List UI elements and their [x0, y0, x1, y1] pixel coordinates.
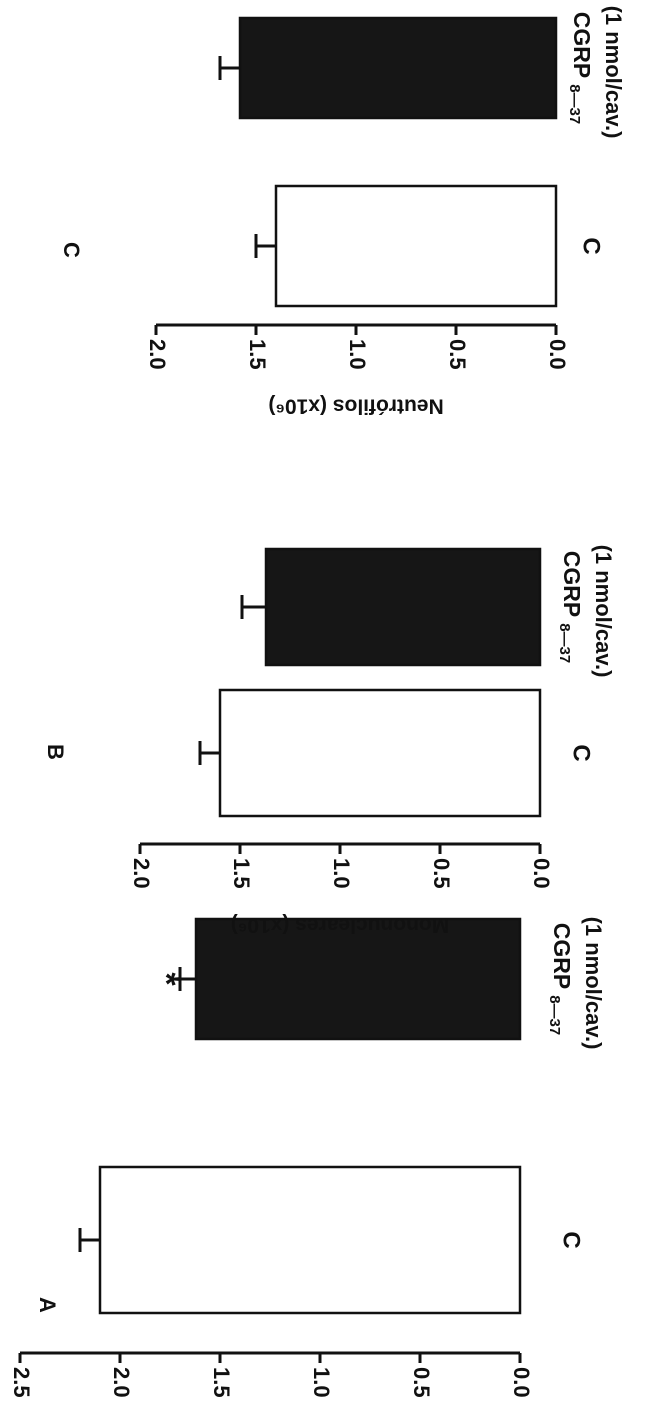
- tick-label: 1.0: [345, 339, 370, 370]
- panel-a: 0.00.51.01.52.02.5azul de Evans (µg.ml⁻¹…: [9, 917, 606, 1398]
- category-label-cgrp-name: CGRP: [559, 551, 585, 617]
- tick-label: 0.0: [545, 339, 570, 370]
- panel-b: 0.0 0.5 1.0 1.5 2.0 Mononucleares (x10⁶) B C CGR…: [43, 545, 616, 937]
- bar-control: [274, 184, 558, 308]
- tick-label: 2.5: [9, 1367, 34, 1398]
- bar-control: [98, 1165, 522, 1315]
- tick-label: 1.5: [209, 1367, 234, 1398]
- category-label-cgrp: CGRP 8—37: [566, 12, 595, 124]
- bar-cgrp: [264, 547, 542, 667]
- tick-label: 0.0: [529, 858, 554, 889]
- bar-cgrp: [194, 917, 522, 1041]
- category-label-cgrp-sub: 8—37: [566, 84, 583, 124]
- category-label-cgrp: CGRP 8—37: [556, 551, 585, 663]
- category-label-cgrp-sub: 8—37: [546, 995, 563, 1035]
- bar-cgrp: [238, 16, 558, 120]
- category-label-cgrp-name: CGRP: [549, 923, 575, 989]
- value-axis-title: Neutrófilos (x10⁶): [268, 394, 443, 417]
- tick-label: 1.0: [309, 1367, 334, 1398]
- tick-label: 0.5: [409, 1367, 434, 1398]
- tick-label: 2.0: [109, 1367, 134, 1398]
- category-label-cgrp: CGRP 8—37: [546, 923, 575, 1035]
- value-axis-title: Mononucleares (x10⁶): [231, 913, 450, 936]
- category-label-cgrp-sub: 8—37: [556, 623, 573, 663]
- tick-label: 1.5: [229, 858, 254, 889]
- panel-label: B: [43, 744, 68, 760]
- tick-label: 1.5: [245, 339, 270, 370]
- significance-marker: *: [147, 972, 185, 986]
- category-label-control: C: [558, 1231, 585, 1248]
- panel-label: A: [35, 1297, 60, 1313]
- tick-label: 2.0: [145, 339, 170, 370]
- tick-label: 0.0: [509, 1367, 534, 1398]
- tick-label: 0.5: [445, 339, 470, 370]
- category-label-dose: (1 nmol/cav.): [591, 545, 616, 678]
- category-label-dose: (1 nmol/cav.): [581, 917, 606, 1050]
- panel-label: C: [59, 242, 84, 258]
- tick-label: 1.0: [329, 858, 354, 889]
- tick-label: 0.5: [429, 858, 454, 889]
- category-label-control: C: [578, 237, 605, 254]
- category-label-dose: (1 nmol/cav.): [601, 6, 626, 139]
- category-label-control: C: [568, 744, 595, 761]
- panel-c: 0.0 0.5 1.0 1.5 2.0 Neutrófilos (x10⁶) C C CGRP 8…: [59, 6, 626, 418]
- category-label-cgrp-name: CGRP: [569, 12, 595, 78]
- tick-label: 2.0: [129, 858, 154, 889]
- bar-control: [218, 688, 542, 818]
